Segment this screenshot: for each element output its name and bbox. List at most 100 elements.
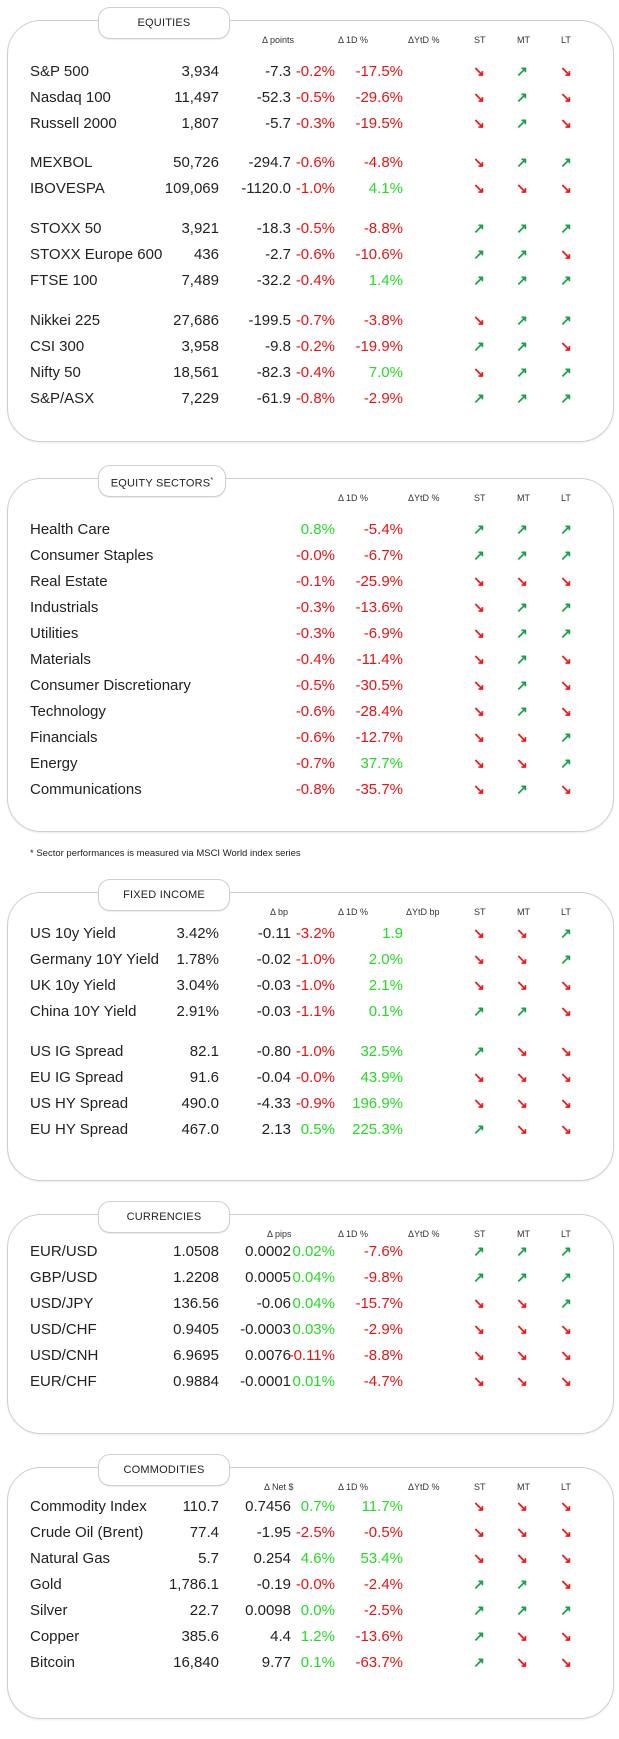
trend-up-arrow-icon: ↗ bbox=[516, 246, 528, 262]
col-header-1d: Δ 1D % bbox=[338, 35, 369, 45]
row-name: S&P 500 bbox=[30, 63, 89, 80]
col-header-1d: Δ 1D % bbox=[338, 1482, 369, 1492]
row-ytd-change: -6.9% bbox=[363, 625, 403, 642]
trend-down-arrow-icon: ↘ bbox=[473, 1069, 485, 1085]
trend-up-arrow-icon: ↗ bbox=[473, 1576, 485, 1592]
trend-up-arrow-icon: ↗ bbox=[516, 272, 528, 288]
sectors-title-text: EQUITY SECTORS bbox=[110, 477, 211, 490]
row-1d-change: -0.6% bbox=[295, 246, 335, 263]
row-change: -61.9 bbox=[256, 390, 291, 407]
trend-down-arrow-icon: ↘ bbox=[473, 977, 485, 993]
row-1d-change: 0.7% bbox=[300, 1498, 335, 1515]
row-change: -9.8 bbox=[265, 338, 291, 355]
row-1d-change: -0.0% bbox=[295, 1576, 335, 1593]
row-ytd-change: 1.9 bbox=[382, 925, 403, 942]
commodities-title: COMMODITIES bbox=[98, 1454, 230, 1486]
trend-up-arrow-icon: ↗ bbox=[560, 390, 572, 406]
trend-down-arrow-icon: ↘ bbox=[516, 1295, 528, 1311]
row-change: -0.0003 bbox=[240, 1321, 291, 1338]
row-value: 16,840 bbox=[173, 1654, 219, 1671]
row-1d-change: -0.2% bbox=[295, 338, 335, 355]
fixed-income-title: FIXED INCOME bbox=[98, 879, 230, 911]
row-1d-change: 0.04% bbox=[292, 1269, 335, 1286]
row-1d-change: -1.1% bbox=[295, 1003, 335, 1020]
trend-up-arrow-icon: ↗ bbox=[473, 1269, 485, 1285]
row-name: FTSE 100 bbox=[30, 272, 98, 289]
col-header-st: ST bbox=[474, 35, 486, 45]
row-1d-change: -0.6% bbox=[295, 703, 335, 720]
col-header-lt: LT bbox=[561, 35, 571, 45]
trend-down-arrow-icon: ↘ bbox=[560, 651, 572, 667]
row-ytd-change: -63.7% bbox=[355, 1654, 403, 1671]
row-1d-change: -0.5% bbox=[295, 677, 335, 694]
table-row: GBP/USD 1.2208 0.0005 0.04% -9.8% ↗ ↗ ↗ bbox=[8, 1269, 613, 1289]
row-1d-change: -0.7% bbox=[295, 755, 335, 772]
row-1d-change: 0.02% bbox=[292, 1243, 335, 1260]
row-value: 18,561 bbox=[173, 364, 219, 381]
table-row: US IG Spread 82.1 -0.80 -1.0% 32.5% ↗ ↘ ↘ bbox=[8, 1043, 613, 1063]
trend-up-arrow-icon: ↗ bbox=[516, 154, 528, 170]
row-value: 1,786.1 bbox=[168, 1576, 219, 1593]
row-name: Health Care bbox=[30, 521, 111, 538]
trend-up-arrow-icon: ↗ bbox=[473, 547, 485, 563]
trend-up-arrow-icon: ↗ bbox=[473, 390, 485, 406]
table-row: EU HY Spread 467.0 2.13 0.5% 225.3% ↗ ↘ ↘ bbox=[8, 1121, 613, 1141]
row-name: Real Estate bbox=[30, 573, 108, 590]
trend-down-arrow-icon: ↘ bbox=[560, 1043, 572, 1059]
trend-down-arrow-icon: ↘ bbox=[516, 1347, 528, 1363]
trend-up-arrow-icon: ↗ bbox=[560, 729, 572, 745]
trend-down-arrow-icon: ↘ bbox=[473, 599, 485, 615]
table-row: Nasdaq 100 11,497 -52.3 -0.5% -29.6% ↘ ↗ ↘ bbox=[8, 89, 613, 109]
trend-down-arrow-icon: ↘ bbox=[516, 1043, 528, 1059]
trend-down-arrow-icon: ↘ bbox=[516, 1654, 528, 1670]
row-ytd-change: 2.1% bbox=[368, 977, 403, 994]
trend-down-arrow-icon: ↘ bbox=[560, 89, 572, 105]
row-value: 490.0 bbox=[181, 1095, 219, 1112]
row-value: 7,489 bbox=[181, 272, 219, 289]
row-name: Nikkei 225 bbox=[30, 312, 101, 329]
currencies-panel: CURRENCIES Δ pips Δ 1D % ΔYtD % ST MT LT… bbox=[7, 1201, 614, 1434]
row-1d-change: 4.6% bbox=[300, 1550, 335, 1567]
row-ytd-change: -9.8% bbox=[363, 1269, 403, 1286]
row-ytd-change: -4.8% bbox=[363, 154, 403, 171]
trend-down-arrow-icon: ↘ bbox=[473, 1347, 485, 1363]
row-ytd-change: -29.6% bbox=[355, 89, 403, 106]
row-ytd-change: -0.5% bbox=[363, 1524, 403, 1541]
trend-down-arrow-icon: ↘ bbox=[473, 1095, 485, 1111]
row-name: UK 10y Yield bbox=[30, 977, 116, 994]
table-row: EU IG Spread 91.6 -0.04 -0.0% 43.9% ↘ ↘ ↘ bbox=[8, 1069, 613, 1089]
row-change: -18.3 bbox=[256, 220, 291, 237]
currencies-title: CURRENCIES bbox=[98, 1201, 230, 1233]
row-ytd-change: -35.7% bbox=[355, 781, 403, 798]
table-row: Nifty 50 18,561 -82.3 -0.4% 7.0% ↘ ↗ ↗ bbox=[8, 364, 613, 384]
equities-panel: EQUITIES Δ points Δ 1D % ΔYtD % ST MT LT… bbox=[7, 7, 614, 442]
row-value: 3,958 bbox=[181, 338, 219, 355]
row-change: 0.0076 bbox=[245, 1347, 291, 1364]
trend-up-arrow-icon: ↗ bbox=[516, 547, 528, 563]
row-name: Crude Oil (Brent) bbox=[30, 1524, 144, 1541]
table-row: Energy -0.7% 37.7% ↘ ↘ ↗ bbox=[8, 755, 613, 775]
col-header-1d: Δ 1D % bbox=[338, 1229, 369, 1239]
col-header-1d: Δ 1D % bbox=[338, 907, 369, 917]
trend-up-arrow-icon: ↗ bbox=[560, 1602, 572, 1618]
trend-down-arrow-icon: ↘ bbox=[560, 573, 572, 589]
row-value: 77.4 bbox=[189, 1524, 219, 1541]
row-1d-change: 0.5% bbox=[300, 1121, 335, 1138]
col-header-lt: LT bbox=[561, 1482, 571, 1492]
trend-up-arrow-icon: ↗ bbox=[516, 1243, 528, 1259]
trend-down-arrow-icon: ↘ bbox=[473, 1550, 485, 1566]
row-name: STOXX Europe 600 bbox=[30, 246, 163, 263]
trend-up-arrow-icon: ↗ bbox=[516, 63, 528, 79]
table-row: Natural Gas 5.7 0.254 4.6% 53.4% ↘ ↘ ↘ bbox=[8, 1550, 613, 1570]
trend-down-arrow-icon: ↘ bbox=[516, 1550, 528, 1566]
row-ytd-change: -19.5% bbox=[355, 115, 403, 132]
table-row: EUR/CHF 0.9884 -0.0001 0.01% -4.7% ↘ ↘ ↘ bbox=[8, 1373, 613, 1393]
trend-up-arrow-icon: ↗ bbox=[560, 312, 572, 328]
trend-down-arrow-icon: ↘ bbox=[473, 729, 485, 745]
row-value: 22.7 bbox=[189, 1602, 219, 1619]
row-ytd-change: 4.1% bbox=[368, 180, 403, 197]
row-change: 0.0098 bbox=[245, 1602, 291, 1619]
trend-up-arrow-icon: ↗ bbox=[473, 1121, 485, 1137]
trend-up-arrow-icon: ↗ bbox=[516, 651, 528, 667]
row-name: US IG Spread bbox=[30, 1043, 124, 1060]
